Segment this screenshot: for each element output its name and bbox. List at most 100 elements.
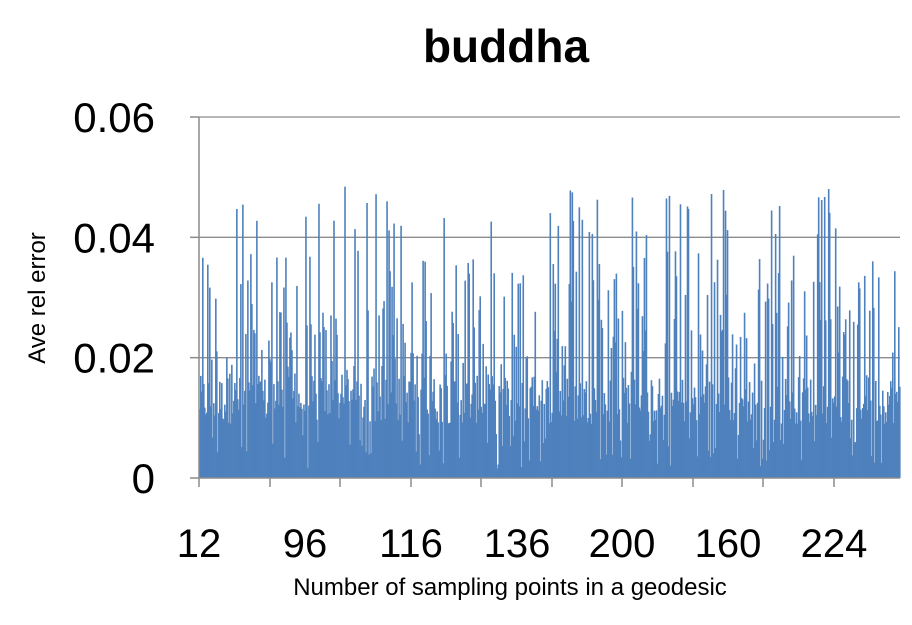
bar bbox=[220, 409, 222, 478]
bar bbox=[673, 318, 676, 478]
bar bbox=[691, 398, 694, 478]
bar bbox=[601, 327, 604, 478]
y-axis-label: Ave rel error bbox=[24, 232, 51, 364]
bar bbox=[312, 401, 314, 478]
bar bbox=[834, 228, 837, 478]
bar bbox=[564, 346, 567, 478]
bar bbox=[886, 391, 889, 478]
bar bbox=[519, 283, 522, 478]
bar bbox=[212, 437, 214, 478]
bar bbox=[682, 402, 685, 478]
bar bbox=[588, 231, 591, 478]
bar bbox=[317, 442, 319, 478]
bar bbox=[742, 406, 745, 478]
bar bbox=[621, 310, 624, 478]
bar bbox=[565, 415, 568, 478]
bar bbox=[647, 411, 650, 478]
bar bbox=[203, 384, 205, 478]
bar bbox=[378, 315, 380, 478]
bar bbox=[411, 282, 413, 478]
bar bbox=[448, 422, 450, 478]
bar bbox=[356, 381, 358, 478]
bar bbox=[620, 457, 623, 478]
bar bbox=[409, 381, 411, 478]
bar bbox=[871, 261, 874, 478]
bar bbox=[769, 406, 772, 478]
bar bbox=[818, 282, 821, 478]
bar bbox=[765, 460, 768, 478]
bar bbox=[880, 462, 883, 478]
bar bbox=[867, 377, 870, 478]
bar bbox=[784, 379, 787, 478]
bar bbox=[486, 442, 489, 478]
bar bbox=[388, 230, 390, 478]
bar bbox=[281, 389, 283, 478]
bar bbox=[611, 454, 614, 478]
bar bbox=[814, 404, 817, 478]
bar bbox=[451, 311, 453, 478]
bar bbox=[787, 302, 790, 478]
bar bbox=[204, 407, 206, 478]
bar bbox=[384, 418, 386, 478]
bar bbox=[383, 301, 385, 478]
bar bbox=[254, 333, 256, 478]
bar bbox=[722, 190, 725, 478]
bar bbox=[432, 391, 434, 478]
bar bbox=[596, 199, 599, 478]
bar bbox=[404, 342, 406, 478]
bar bbox=[739, 336, 742, 478]
bar bbox=[544, 438, 547, 478]
bar bbox=[799, 420, 802, 478]
bar bbox=[605, 454, 608, 478]
bar bbox=[777, 273, 780, 478]
bar bbox=[752, 448, 755, 478]
bar bbox=[510, 400, 513, 478]
bar bbox=[422, 260, 424, 478]
bar bbox=[812, 281, 815, 478]
x-tick-label: 136 bbox=[484, 522, 551, 566]
bar bbox=[581, 219, 584, 478]
bar bbox=[232, 413, 234, 478]
bar bbox=[635, 231, 638, 478]
y-tick-label: 0.04 bbox=[73, 214, 155, 261]
bar bbox=[359, 440, 361, 478]
bar bbox=[284, 457, 286, 478]
bar bbox=[541, 380, 544, 478]
bar bbox=[382, 308, 384, 478]
bar bbox=[428, 455, 430, 478]
bar bbox=[613, 279, 616, 478]
bar bbox=[785, 394, 788, 478]
bar bbox=[393, 223, 395, 478]
bar bbox=[257, 384, 259, 478]
bar bbox=[483, 403, 486, 478]
bar bbox=[866, 410, 869, 478]
bar bbox=[840, 421, 843, 478]
bar bbox=[864, 396, 867, 478]
bar bbox=[430, 293, 432, 478]
bar bbox=[452, 322, 454, 478]
bar bbox=[650, 380, 653, 478]
bar bbox=[626, 422, 629, 478]
bar bbox=[346, 369, 348, 478]
bar bbox=[816, 234, 819, 478]
bar bbox=[823, 196, 826, 478]
bar bbox=[250, 254, 252, 478]
bar bbox=[681, 379, 684, 478]
bar bbox=[594, 399, 597, 478]
bar bbox=[780, 423, 783, 478]
bar bbox=[631, 197, 634, 478]
bar bbox=[397, 419, 399, 478]
bar bbox=[825, 423, 828, 478]
bar bbox=[235, 390, 237, 478]
bars bbox=[199, 186, 901, 479]
bar bbox=[265, 417, 267, 478]
bar bbox=[732, 420, 735, 478]
bar bbox=[341, 374, 343, 478]
bar bbox=[454, 381, 456, 478]
bar bbox=[469, 417, 471, 478]
bar bbox=[824, 320, 827, 478]
bar bbox=[543, 403, 546, 478]
bar bbox=[786, 326, 789, 478]
bar bbox=[572, 220, 575, 478]
bar bbox=[879, 414, 882, 478]
